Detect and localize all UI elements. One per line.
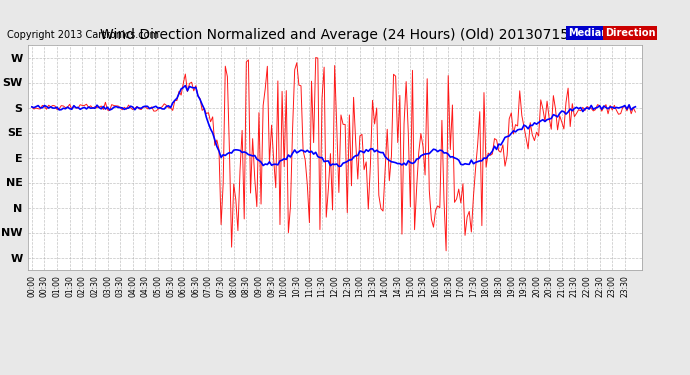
Text: Copyright 2013 Cartronics.com: Copyright 2013 Cartronics.com xyxy=(7,30,159,39)
Title: Wind Direction Normalized and Average (24 Hours) (Old) 20130715: Wind Direction Normalized and Average (2… xyxy=(100,28,569,42)
Text: Direction: Direction xyxy=(605,28,656,38)
Text: Median: Median xyxy=(568,28,609,38)
